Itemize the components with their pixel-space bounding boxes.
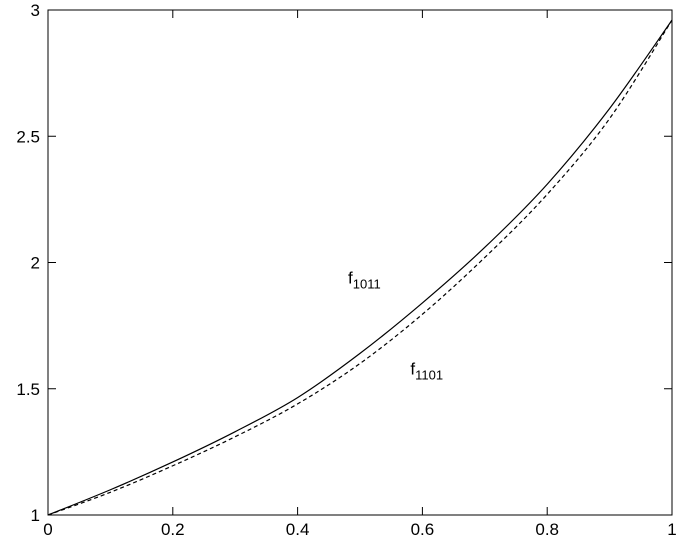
annotation-base: f [348,269,353,288]
series-annotation: f1011 [348,269,381,292]
series-line-f1101 [47,19,673,516]
series-annotation: f1101 [410,360,443,383]
annotation-subscript: 1101 [415,368,443,383]
y-tick-label: 2 [31,254,40,273]
annotation-subscript: 1011 [353,277,381,292]
x-tick-label: 0 [43,520,52,539]
axis-tick-labels: 0 0.2 0.4 0.6 0.8 1 1 1.5 2 2.5 3 [16,1,676,539]
x-tick-label: 0.4 [286,520,310,539]
x-tick-label: 0.6 [411,520,435,539]
x-tick-label: 0.8 [535,520,559,539]
annotation-base: f [410,360,415,379]
series-lines [47,19,673,516]
y-tick-label: 1 [31,506,40,525]
x-tick-label: 1 [667,520,676,539]
y-tick-label: 3 [31,1,40,20]
x-tick-label: 0.2 [161,520,185,539]
y-tick-label: 1.5 [16,380,40,399]
axis-ticks [47,9,673,516]
plot-frame [47,9,673,516]
y-tick-label: 2.5 [16,127,40,146]
series-line-f1011 [47,19,673,516]
